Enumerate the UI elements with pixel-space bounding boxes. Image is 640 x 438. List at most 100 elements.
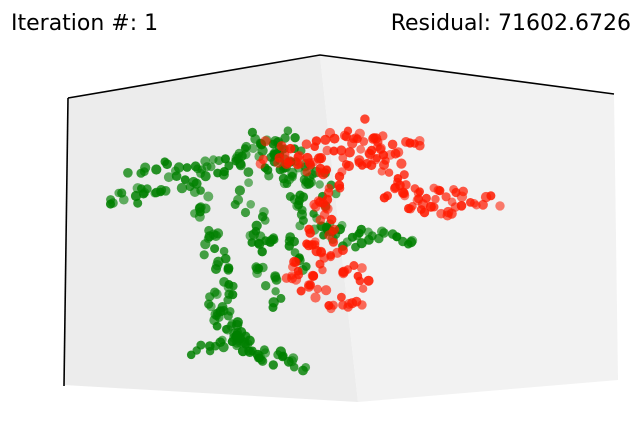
source-point xyxy=(182,163,192,172)
target-point xyxy=(353,134,362,144)
source-point xyxy=(342,237,352,247)
target-point xyxy=(415,140,425,151)
source-point xyxy=(258,212,268,222)
source-point xyxy=(193,164,202,174)
source-point xyxy=(247,238,257,247)
source-point xyxy=(200,156,211,167)
target-point xyxy=(400,191,410,201)
source-point xyxy=(301,262,311,271)
target-point xyxy=(288,262,297,272)
target-point xyxy=(337,292,346,302)
source-point xyxy=(176,182,188,194)
source-point xyxy=(160,186,171,196)
source-point xyxy=(355,228,364,238)
target-point xyxy=(302,167,312,177)
source-point xyxy=(246,200,255,209)
target-point xyxy=(421,193,431,203)
target-point xyxy=(338,153,348,163)
source-point xyxy=(244,178,254,188)
target-point xyxy=(358,284,368,293)
target-point xyxy=(478,199,488,210)
target-point xyxy=(279,149,290,160)
source-point xyxy=(264,171,274,181)
source-point xyxy=(257,247,267,257)
target-point xyxy=(321,285,332,296)
source-point xyxy=(223,311,233,321)
target-point xyxy=(390,182,400,192)
source-point xyxy=(363,227,373,237)
target-point xyxy=(349,261,359,270)
target-point xyxy=(431,194,440,204)
target-point xyxy=(324,183,334,193)
target-point xyxy=(304,280,314,290)
top-axis-edge xyxy=(67,54,615,99)
target-point xyxy=(399,170,409,180)
source-point xyxy=(254,239,265,249)
target-point xyxy=(337,245,348,255)
source-point xyxy=(261,281,271,291)
source-point xyxy=(123,168,133,178)
source-point xyxy=(271,275,282,285)
source-point xyxy=(220,154,230,164)
target-point xyxy=(441,192,451,202)
source-point xyxy=(200,239,211,250)
target-point xyxy=(311,245,322,257)
target-point xyxy=(311,237,320,246)
source-point xyxy=(223,263,234,273)
source-point xyxy=(160,157,170,166)
target-point xyxy=(322,194,333,205)
target-point xyxy=(315,215,326,225)
target-point xyxy=(292,159,303,170)
source-point xyxy=(223,295,232,305)
source-point xyxy=(260,348,271,358)
source-point xyxy=(200,171,211,182)
source-point xyxy=(211,289,222,299)
target-point xyxy=(285,143,296,154)
source-point xyxy=(151,164,162,175)
target-point xyxy=(326,252,336,262)
target-point xyxy=(326,303,336,314)
target-point xyxy=(296,286,306,296)
target-point xyxy=(383,191,392,201)
source-point xyxy=(206,301,216,312)
source-point xyxy=(209,155,218,164)
target-point xyxy=(324,230,335,241)
target-point xyxy=(355,276,365,286)
target-point xyxy=(344,147,355,158)
target-point xyxy=(401,180,411,190)
source-point xyxy=(241,149,251,160)
source-point xyxy=(139,167,149,177)
target-point xyxy=(384,168,394,177)
source-point xyxy=(295,221,305,231)
source-point xyxy=(278,351,288,361)
target-point xyxy=(276,141,287,152)
source-point xyxy=(212,260,223,271)
source-point xyxy=(163,172,174,183)
target-point xyxy=(396,158,407,169)
source-point xyxy=(205,292,215,302)
target-point xyxy=(301,139,312,149)
target-point xyxy=(372,153,382,163)
source-point xyxy=(268,360,278,370)
source-point xyxy=(233,194,244,205)
target-point xyxy=(371,133,382,144)
target-point xyxy=(375,144,386,155)
target-point xyxy=(415,187,424,196)
source-point xyxy=(283,126,293,135)
source-point xyxy=(206,162,216,172)
source-point xyxy=(239,337,250,348)
source-point xyxy=(248,143,258,153)
residual-label: Residual: xyxy=(390,11,492,36)
source-point xyxy=(191,178,202,189)
target-point xyxy=(281,273,292,283)
source-point xyxy=(387,229,398,239)
target-point xyxy=(405,138,415,148)
target-point xyxy=(412,195,423,206)
source-point xyxy=(212,321,222,331)
target-point xyxy=(304,158,315,168)
target-point xyxy=(258,154,268,165)
source-point xyxy=(189,187,200,197)
target-point xyxy=(304,224,314,234)
source-point xyxy=(287,171,297,180)
target-point xyxy=(335,183,345,193)
